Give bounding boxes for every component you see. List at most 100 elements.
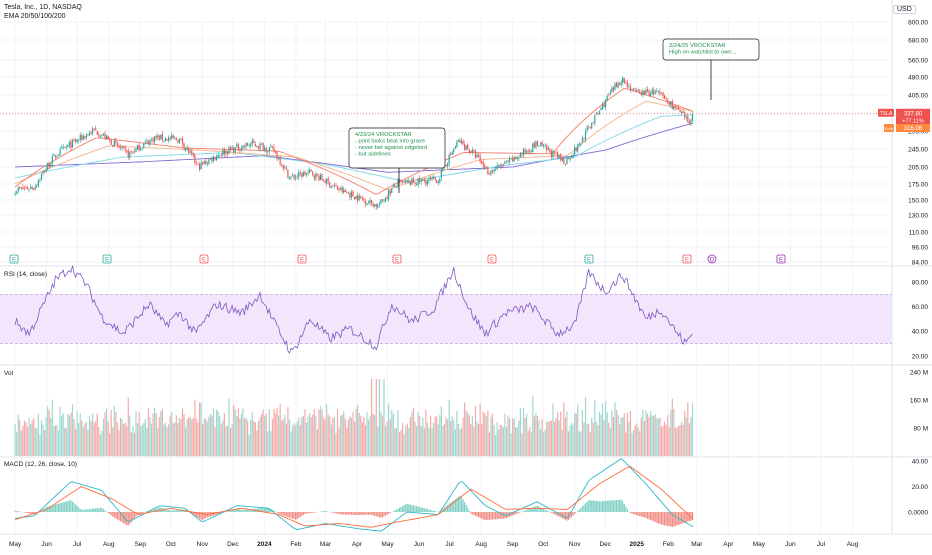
candle-body: [66, 147, 67, 148]
macd-histogram-bar: [577, 511, 578, 512]
macd-histogram-bar: [393, 511, 394, 512]
volume-bar: [123, 424, 124, 456]
macd-histogram-bar: [213, 512, 214, 516]
volume-bar: [365, 425, 366, 456]
candle-body: [100, 137, 101, 138]
volume-bar: [363, 417, 364, 456]
macd-histogram-bar: [373, 512, 374, 515]
volume-bar: [228, 399, 229, 456]
macd-histogram-bar: [121, 512, 122, 522]
candle-body: [111, 140, 112, 145]
candle-body: [394, 185, 395, 186]
candle-body: [636, 90, 637, 91]
candle-body: [145, 142, 146, 143]
volume-bar: [111, 410, 112, 456]
volume-bar: [548, 422, 549, 456]
candle-body: [436, 180, 437, 183]
volume-bar: [317, 430, 318, 456]
macd-histogram-bar: [659, 512, 660, 524]
volume-bar: [204, 419, 205, 456]
macd-histogram-bar: [362, 512, 363, 515]
candle-body: [484, 166, 485, 170]
candle-body: [662, 93, 663, 97]
symbol-title[interactable]: Tesla, Inc., 1D, NASDAQ: [4, 4, 82, 11]
volume-bar: [128, 398, 129, 456]
candle-body: [249, 146, 250, 147]
macd-histogram-bar: [311, 512, 312, 513]
volume-bar: [216, 409, 217, 456]
macd-histogram-bar: [66, 501, 67, 512]
time-axis-label: Feb: [290, 541, 302, 548]
macd-histogram-bar: [590, 500, 591, 512]
macd-histogram-bar: [605, 501, 606, 512]
candle-body: [675, 105, 676, 107]
volume-bar: [125, 422, 126, 456]
volume-bar: [500, 425, 501, 456]
candle-body: [359, 196, 360, 200]
candle-body: [616, 83, 617, 88]
candle-body: [396, 186, 397, 187]
candle-body: [683, 111, 684, 113]
macd-histogram-bar: [653, 512, 654, 521]
candle-body: [15, 194, 16, 195]
volume-bar: [59, 407, 60, 456]
candle-body: [607, 96, 608, 100]
volume-pane-label[interactable]: Vol: [4, 370, 14, 377]
candle-body: [131, 151, 132, 152]
volume-bar: [579, 431, 580, 456]
macd-histogram-bar: [290, 512, 291, 518]
candle-body: [208, 160, 209, 164]
ema-indicator-label[interactable]: EMA 20/50/100/200: [4, 13, 66, 20]
macd-histogram-bar: [515, 512, 516, 514]
volume-bar: [480, 404, 481, 456]
rsi-pane-label[interactable]: RSI (14, close): [4, 271, 47, 278]
macd-histogram-bar: [524, 510, 525, 512]
volume-bar: [334, 417, 335, 456]
event-marker-label: E: [587, 257, 591, 263]
candle-body: [689, 122, 690, 125]
candle-body: [472, 150, 473, 153]
macd-histogram-bar: [382, 512, 383, 517]
macd-histogram-bar: [376, 512, 377, 516]
volume-bar: [75, 429, 76, 456]
candle-body: [560, 154, 561, 160]
macd-pane-label[interactable]: MACD (12, 26, close, 10): [4, 461, 77, 468]
candle-body: [407, 180, 408, 181]
candle-body: [473, 150, 474, 151]
macd-histogram-bar: [349, 512, 350, 515]
volume-bar: [300, 425, 301, 456]
macd-histogram-bar: [309, 512, 310, 513]
candle-body: [652, 89, 653, 94]
volume-bar: [566, 411, 567, 456]
volume-bar: [679, 425, 680, 456]
volume-bar: [419, 416, 420, 456]
volume-bar: [659, 418, 660, 456]
volume-bar: [583, 423, 584, 456]
candle-body: [641, 92, 642, 95]
macd-histogram-bar: [356, 512, 357, 515]
candle-body: [433, 177, 434, 178]
macd-histogram-bar: [374, 512, 375, 516]
candle-body: [554, 151, 555, 152]
volume-bar: [486, 416, 487, 456]
macd-histogram-bar: [551, 512, 552, 513]
volume-bar: [218, 412, 219, 456]
candle-body: [400, 180, 401, 181]
candle-body: [284, 167, 285, 168]
candle-body: [645, 90, 646, 94]
volume-bar: [554, 422, 555, 456]
volume-bar: [472, 416, 473, 456]
volume-bar: [211, 416, 212, 456]
volume-bar: [633, 430, 634, 456]
candle-body: [562, 159, 563, 161]
candle-body: [162, 134, 163, 140]
volume-bar: [377, 426, 378, 456]
currency-selector[interactable]: USD: [893, 5, 916, 14]
volume-bar: [382, 415, 383, 456]
candle-body: [594, 115, 595, 123]
candle-body: [149, 140, 150, 145]
macd-histogram-bar: [366, 512, 367, 515]
time-axis-label: Jun: [785, 541, 796, 548]
